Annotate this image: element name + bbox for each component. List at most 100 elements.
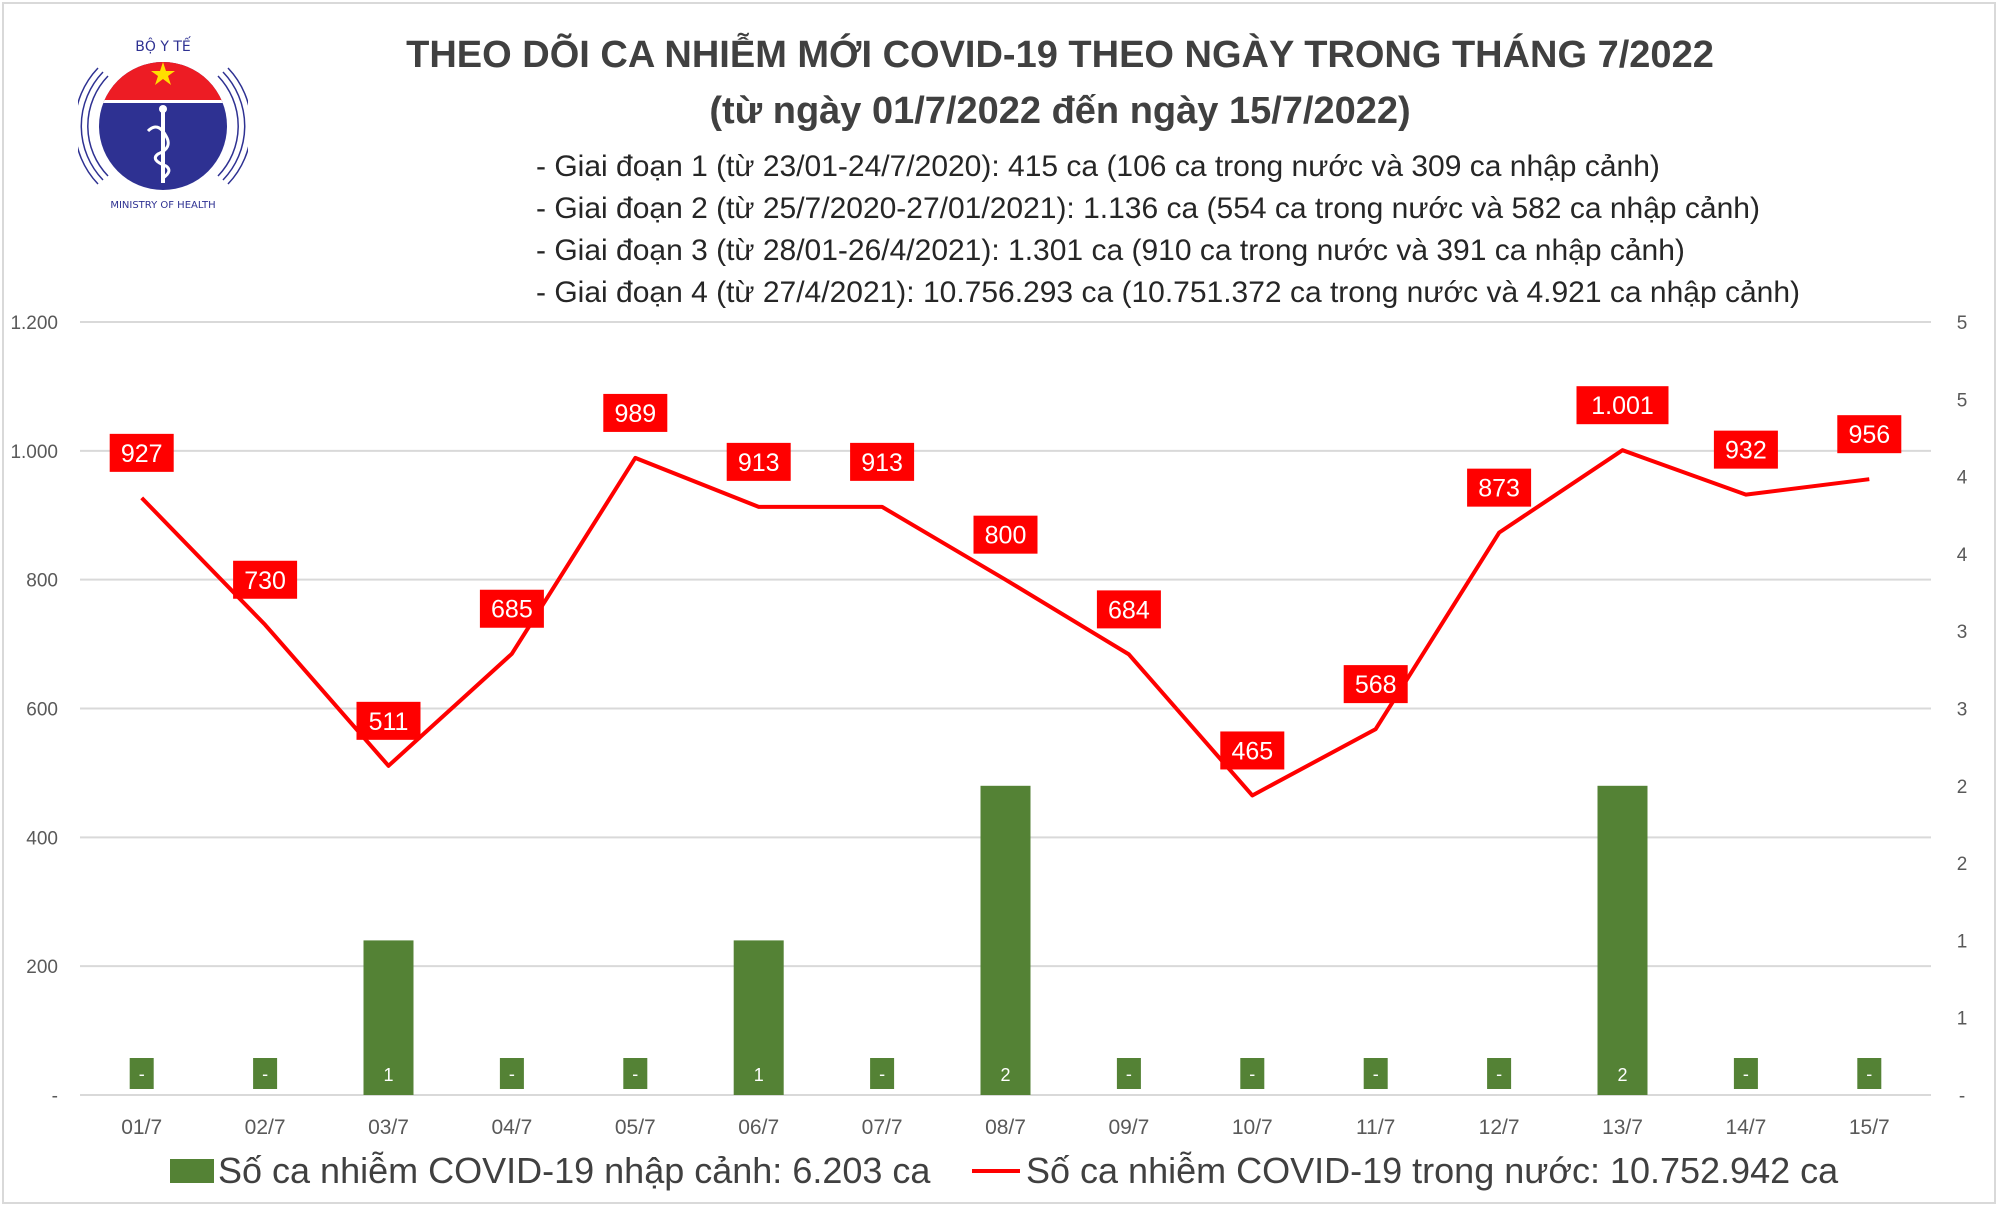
phase-note-3: - Giai đoạn 3 (từ 28/01-26/4/2021): 1.30… <box>536 234 1685 267</box>
bar-data-label: - <box>1866 1064 1872 1084</box>
x-axis-tick-label: 13/7 <box>1602 1116 1643 1139</box>
line-data-label-box <box>1343 665 1408 704</box>
line-data-label-box <box>973 515 1038 554</box>
bar-data-label: - <box>1743 1064 1749 1084</box>
bar-data-label: - <box>509 1064 515 1084</box>
legend-label-domestic: Số ca nhiễm COVID-19 trong nước: 10.752.… <box>1026 1150 1839 1191</box>
line-data-label: 913 <box>738 449 780 477</box>
x-axis-tick-label: 06/7 <box>738 1116 779 1139</box>
line-data-label: 684 <box>1108 596 1150 624</box>
ministry-of-health-logo: BỘ Y TẾ MINISTRY OF HEALTH <box>78 36 248 211</box>
bar-data-label: - <box>1373 1064 1379 1084</box>
legend-swatch-bar <box>170 1159 214 1183</box>
line-data-label-box <box>1467 468 1532 507</box>
bar-imported <box>1733 1058 1758 1089</box>
right-axis-tick-label: 1 <box>1957 1009 1968 1030</box>
chart-subtitle: (từ ngày 01/7/2022 đến ngày 15/7/2022) <box>709 90 1411 132</box>
left-axis-tick-label: - <box>52 1086 58 1107</box>
legend-item-imported: Số ca nhiễm COVID-19 nhập cảnh: 6.203 ca <box>170 1150 930 1192</box>
line-data-label: 568 <box>1355 671 1397 699</box>
bar-imported <box>499 1058 524 1089</box>
left-axis-tick-label: 200 <box>26 957 58 978</box>
phase-note-1: - Giai đoạn 1 (từ 23/01-24/7/2020): 415 … <box>536 150 1660 183</box>
left-axis-tick-label: 800 <box>26 571 58 592</box>
x-axis-tick-label: 03/7 <box>368 1116 409 1139</box>
line-data-label-box <box>109 433 174 472</box>
bar-imported <box>870 1058 895 1089</box>
x-axis-tick-label: 12/7 <box>1479 1116 1520 1139</box>
right-axis-tick-label: 2 <box>1957 777 1968 798</box>
x-axis-tick-label: 11/7 <box>1356 1116 1395 1139</box>
line-data-label: 927 <box>121 440 163 468</box>
left-axis-tick-label: 1.000 <box>10 442 58 463</box>
bar-imported <box>363 940 414 1095</box>
right-axis-tick-label: 3 <box>1957 700 1968 721</box>
line-data-label-box <box>1713 430 1778 469</box>
x-axis-tick-label: 09/7 <box>1108 1116 1149 1139</box>
bar-imported <box>1597 785 1648 1095</box>
line-domestic <box>140 448 1870 798</box>
logo-bottom-text: MINISTRY OF HEALTH <box>110 200 215 211</box>
x-axis-tick-label: 14/7 <box>1725 1116 1766 1139</box>
right-axis-tick-label: 5 <box>1957 390 1968 411</box>
logo-top-text: BỘ Y TẾ <box>135 36 191 55</box>
x-axis-tick-label: 15/7 <box>1849 1116 1890 1139</box>
bar-imported <box>733 940 784 1095</box>
bar-imported <box>1240 1058 1265 1089</box>
bar-data-label: - <box>1249 1064 1255 1084</box>
x-axis-tick-label: 04/7 <box>491 1116 532 1139</box>
line-data-label: 873 <box>1478 475 1520 503</box>
bar-imported <box>1363 1058 1388 1089</box>
right-axis-tick-label: - <box>1959 1086 1965 1107</box>
legend-item-domestic: Số ca nhiễm COVID-19 trong nước: 10.752.… <box>972 1150 1838 1192</box>
bar-data-label: - <box>262 1064 268 1084</box>
line-data-label: 989 <box>614 400 656 428</box>
bar-data-label: 2 <box>1617 1065 1627 1085</box>
right-axis-tick-label: 2 <box>1957 854 1968 875</box>
line-data-label: 932 <box>1725 437 1767 465</box>
line-data-label-box <box>233 560 298 599</box>
right-axis-tick-label: 1 <box>1957 931 1968 952</box>
line-data-label: 1.001 <box>1591 392 1654 420</box>
line-data-label: 730 <box>244 567 286 595</box>
legend-label-imported: Số ca nhiễm COVID-19 nhập cảnh: 6.203 ca <box>218 1150 931 1191</box>
line-data-label-box <box>479 589 544 628</box>
line-data-label: 913 <box>861 449 903 477</box>
bar-data-label: - <box>1126 1064 1132 1084</box>
x-axis-tick-label: 07/7 <box>862 1116 903 1139</box>
bar-data-label: - <box>139 1064 145 1084</box>
bar-data-label: - <box>1496 1064 1502 1084</box>
bar-data-label: 2 <box>1000 1065 1010 1085</box>
bar-imported <box>129 1058 154 1089</box>
line-data-label-box <box>1837 415 1902 454</box>
legend-swatch-line <box>972 1169 1020 1173</box>
line-data-label: 465 <box>1231 737 1273 765</box>
x-axis-tick-label: 05/7 <box>615 1116 656 1139</box>
right-axis-tick-label: 4 <box>1957 468 1968 489</box>
right-axis-tick-label: 3 <box>1957 622 1968 643</box>
x-axis-tick-label: 01/7 <box>121 1116 162 1139</box>
bar-imported <box>980 785 1031 1095</box>
line-data-label-box <box>603 393 668 432</box>
bar-data-label: - <box>879 1064 885 1084</box>
line-data-label-box <box>1096 590 1161 629</box>
bar-data-label: - <box>632 1064 638 1084</box>
line-data-label: 956 <box>1848 421 1890 449</box>
right-axis-tick-label: 5 <box>1957 313 1968 334</box>
bar-imported <box>623 1058 648 1089</box>
bar-imported <box>1487 1058 1512 1089</box>
bar-imported <box>1116 1058 1141 1089</box>
x-axis-tick-label: 10/7 <box>1232 1116 1273 1139</box>
chart-title: THEO DÕI CA NHIỄM MỚI COVID-19 THEO NGÀY… <box>406 34 1714 76</box>
x-axis-tick-label: 02/7 <box>245 1116 286 1139</box>
left-axis-tick-label: 1.200 <box>10 313 58 334</box>
line-data-label-box <box>356 701 421 740</box>
line-data-label-box <box>1576 386 1669 425</box>
line-data-label-box <box>1220 731 1285 770</box>
bar-imported <box>253 1058 278 1089</box>
line-data-label: 800 <box>985 522 1027 550</box>
bar-imported <box>1857 1058 1882 1089</box>
bar-data-label: 1 <box>383 1065 393 1085</box>
